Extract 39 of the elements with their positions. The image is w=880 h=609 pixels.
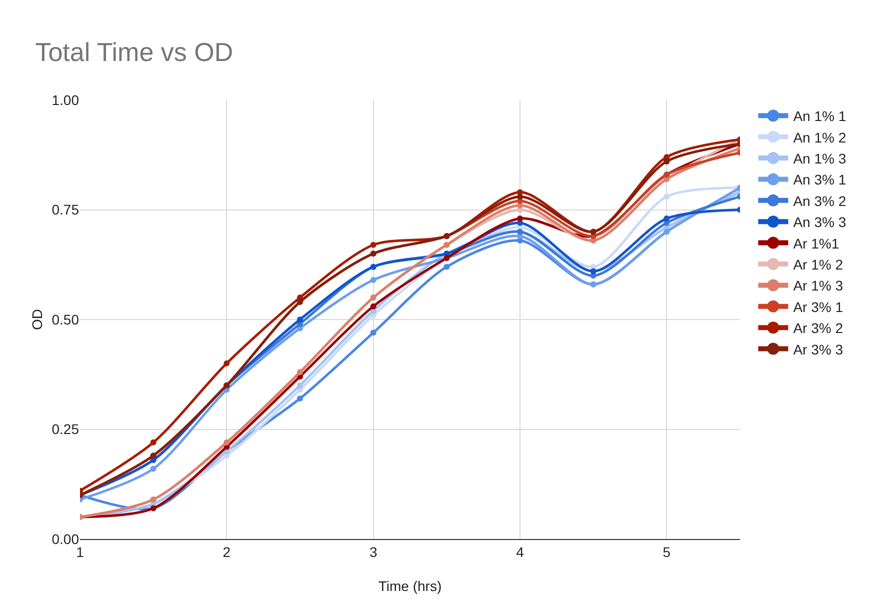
point (664, 158, 670, 164)
point (370, 242, 376, 248)
chart-title: Total Time vs OD (35, 36, 234, 67)
legend-label: An 3% 3 (793, 214, 846, 230)
point (517, 216, 523, 222)
x-tick-label: 5 (662, 544, 671, 560)
point (664, 194, 670, 200)
point (370, 276, 376, 283)
point (370, 330, 376, 336)
legend-label: An 3% 1 (793, 172, 846, 188)
y-tick-label: 0.50 (52, 311, 80, 328)
point (297, 382, 303, 388)
point (224, 360, 230, 366)
legend-label: An 1% 1 (793, 108, 846, 124)
point (370, 303, 376, 310)
legend-label: An 3% 2 (793, 192, 846, 209)
point (150, 439, 156, 446)
y-axis-title: OD (29, 309, 45, 330)
point (297, 396, 303, 402)
point (664, 216, 670, 222)
legend-label: Ar 3% 1 (793, 298, 844, 315)
x-axis-title: Time (hrs) (378, 578, 442, 594)
point (150, 466, 156, 472)
y-tick-label: 1.00 (52, 92, 80, 108)
legend-label: An 1% 3 (793, 150, 846, 166)
x-tick-label: 2 (222, 544, 231, 560)
y-tick-label: 0.75 (52, 202, 80, 218)
legend-label: Ar 1% 2 (793, 256, 844, 272)
y-tick-label: 0.25 (52, 421, 80, 438)
x-tick-label: 3 (369, 544, 378, 560)
point (444, 264, 450, 270)
x-tick-label: 4 (516, 544, 524, 560)
legend-label: An 1% 2 (793, 129, 846, 146)
legend-label: Ar 3% 2 (793, 320, 844, 336)
legend-label: Ar 1%1 (793, 235, 840, 252)
point (297, 316, 303, 322)
legend-label: Ar 1% 3 (793, 278, 844, 294)
point (517, 194, 523, 200)
legend-label: Ar 3% 3 (793, 341, 844, 358)
